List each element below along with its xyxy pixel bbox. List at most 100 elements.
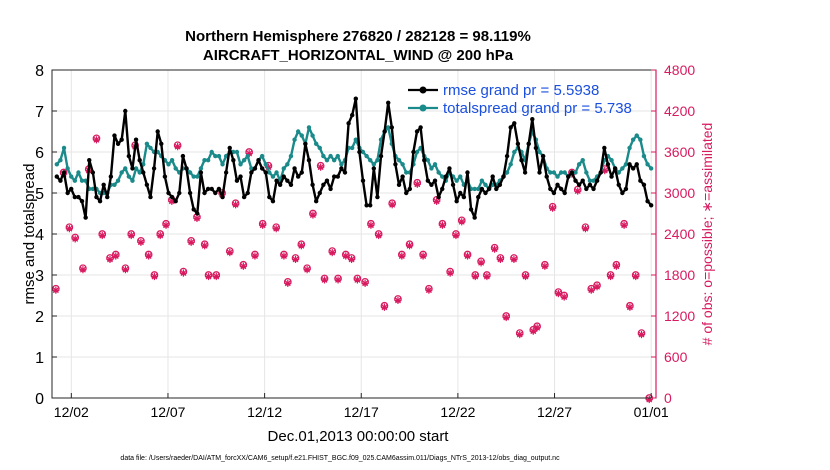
totalspread-data-point: [112, 182, 117, 187]
left-tick-label: 1: [35, 350, 44, 367]
rmse-data-point: [58, 178, 63, 183]
obs-assimilated-point: [156, 231, 164, 240]
rmse-data-point: [605, 162, 611, 167]
rmse-data-point: [151, 166, 157, 171]
rmse-data-point: [436, 194, 441, 200]
obs-assimilated-point: [548, 204, 557, 212]
totalspread-data-point: [144, 141, 150, 146]
obs-assimilated-point: [521, 272, 530, 281]
rmse-data-point: [609, 174, 614, 179]
rmse-data-point: [299, 170, 304, 175]
obs-assimilated-point: [510, 255, 518, 264]
totalspread-data-point: [584, 170, 589, 175]
obs-assimilated-point: [92, 136, 101, 144]
rmse-data-point: [274, 178, 279, 183]
rmse-data-point: [133, 137, 139, 142]
right-axis-ticks: 0 600 1200 1800 2400 3000 3600 4200 4800: [651, 62, 695, 406]
obs-assimilated-point: [162, 221, 170, 229]
totalspread-data-point: [440, 174, 445, 179]
totalspread-data-point: [321, 153, 326, 159]
rmse-data-point: [490, 174, 495, 179]
obs-assimilated-point: [593, 283, 601, 291]
rmse-data-point: [123, 108, 128, 114]
rmse-data-point: [555, 182, 560, 187]
totalspread-data-point: [169, 158, 175, 163]
rmse-data-point: [180, 153, 186, 159]
rmse-series-line: [55, 97, 653, 219]
rmse-data-point: [267, 194, 272, 200]
x-tick-label: 12/12: [247, 404, 282, 420]
totalspread-data-point: [267, 170, 272, 175]
totalspread-data-point: [148, 145, 153, 151]
y-axis-label-left: rmse and totalspread: [21, 164, 38, 305]
totalspread-data-point: [285, 162, 290, 167]
totalspread-data-point: [288, 153, 294, 159]
obs-assimilated-point: [201, 242, 209, 250]
rmse-data-point: [526, 141, 531, 146]
rmse-data-point: [263, 170, 268, 175]
rmse-data-point: [364, 203, 369, 208]
obs-assimilated-point: [388, 201, 396, 209]
totalspread-data-point: [274, 170, 279, 175]
y-axis-label-right: # of obs: o=possible; ∗=assimilated: [699, 123, 715, 346]
totalspread-data-point: [616, 170, 621, 175]
obs-assimilated-point: [121, 266, 130, 274]
obs-assimilated-point: [425, 286, 433, 294]
obs-assimilated-point: [463, 252, 472, 260]
totalspread-data-point: [623, 162, 629, 167]
rmse-data-point: [620, 190, 625, 196]
totalspread-data-point: [360, 149, 366, 155]
rmse-data-point: [512, 121, 517, 126]
rmse-data-point: [202, 190, 207, 196]
totalspread-data-point: [191, 174, 196, 179]
x-tick-label: 12/02: [54, 404, 89, 420]
rmse-data-point: [476, 194, 481, 200]
rmse-data-point: [277, 182, 283, 187]
totalspread-data-point: [213, 153, 218, 159]
obs-assimilated-point: [405, 242, 414, 250]
rmse-data-point: [504, 153, 510, 159]
totalspread-data-point: [641, 153, 647, 159]
totalspread-data-point: [504, 170, 510, 175]
rmse-data-point: [508, 125, 513, 130]
obs-assimilated-point: [150, 272, 159, 281]
rmse-data-point: [191, 207, 196, 212]
rmse-data-point: [483, 190, 488, 196]
rmse-data-point: [612, 166, 618, 171]
legend: rmse grand pr = 5.5938 totalspread grand…: [408, 82, 632, 117]
rmse-data-point: [375, 194, 380, 200]
obs-assimilated-point: [587, 286, 595, 294]
obs-assimilated-point: [491, 245, 499, 253]
rmse-data-point: [378, 153, 384, 159]
obs-assimilated-point: [533, 324, 541, 332]
totalspread-data-point: [512, 149, 517, 155]
obs-assimilated-point: [106, 255, 114, 264]
rmse-data-point: [72, 194, 78, 200]
right-tick-label: 4800: [664, 62, 695, 78]
rmse-data-point: [407, 186, 413, 192]
series-lines: [54, 96, 654, 220]
totalspread-data-point: [295, 129, 301, 134]
rmse-data-point: [97, 199, 103, 204]
totalspread-data-point: [123, 166, 128, 171]
rmse-data-point: [187, 190, 193, 196]
obs-assimilated-point: [612, 262, 620, 270]
rmse-data-point: [83, 215, 88, 220]
rmse-data-point: [533, 145, 539, 151]
obs-assimilated-point: [280, 252, 288, 260]
rmse-data-point: [231, 158, 236, 163]
rmse-data-point: [616, 182, 621, 187]
totalspread-data-point: [375, 158, 380, 163]
obs-assimilated-point: [620, 221, 628, 229]
chart-title-line2: AIRCRAFT_HORIZONTAL_WIND @ 200 hPa: [203, 47, 514, 64]
totalspread-data-point: [310, 133, 315, 138]
rmse-data-point: [447, 166, 452, 171]
obs-assimilated-point: [541, 262, 549, 270]
rmse-data-point: [562, 190, 567, 196]
left-tick-label: 6: [35, 145, 44, 162]
totalspread-data-point: [324, 158, 330, 163]
totalspread-data-point: [458, 174, 463, 179]
totalspread-data-point: [364, 153, 369, 159]
obs-assimilated-point: [251, 252, 259, 260]
totalspread-data-point: [281, 166, 286, 171]
